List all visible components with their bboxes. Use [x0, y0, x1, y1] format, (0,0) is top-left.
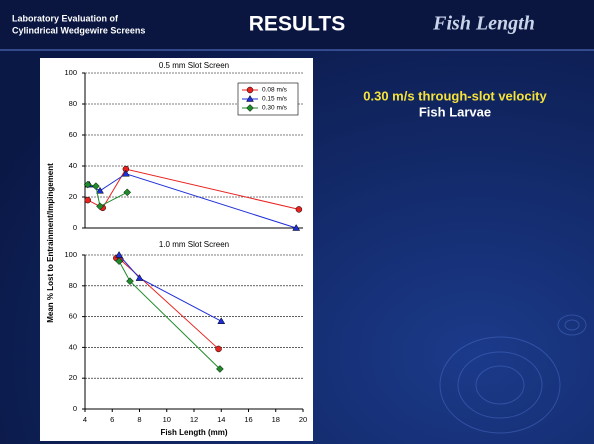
- ripples: [439, 314, 587, 434]
- y-axis-label: Mean % Lost to Entrainment/Impingement: [46, 163, 55, 323]
- x-tick-label: 6: [110, 415, 114, 424]
- plot-area: [85, 255, 303, 409]
- data-point: [83, 180, 92, 189]
- side-heading: 0.30 m/s through-slot velocity: [363, 88, 547, 103]
- y-tick-label: 60: [69, 312, 77, 321]
- y-tick-label: 20: [69, 373, 77, 382]
- data-point: [292, 224, 301, 231]
- data-point: [126, 277, 134, 286]
- legend-label: 0.08 m/s: [262, 87, 288, 94]
- series-line: [87, 168, 300, 210]
- header-left-line: Laboratory Evaluation of: [12, 13, 119, 23]
- data-point: [295, 206, 303, 213]
- x-tick-label: 8: [137, 415, 141, 424]
- y-tick-label: 80: [69, 99, 77, 108]
- y-tick-label: 20: [69, 192, 77, 201]
- x-tick-label: 20: [299, 415, 307, 424]
- y-tick-label: 40: [69, 161, 77, 170]
- legend-marker: [246, 104, 254, 112]
- y-tick-label: 0: [73, 404, 77, 413]
- header-subtitle: Fish Length: [432, 13, 535, 35]
- header-band: [0, 0, 594, 50]
- series-line: [87, 184, 128, 208]
- chart-title: 0.5 mm Slot Screen: [159, 61, 229, 70]
- data-point: [92, 182, 100, 191]
- header-title: RESULTS: [249, 13, 345, 36]
- y-tick-label: 100: [64, 68, 77, 77]
- x-tick-label: 18: [272, 415, 280, 424]
- data-point: [84, 196, 91, 204]
- side-subheading: Fish Larvae: [419, 104, 491, 119]
- y-tick-label: 0: [73, 223, 77, 232]
- data-point: [215, 345, 222, 353]
- x-tick-label: 4: [83, 415, 87, 424]
- data-point: [217, 317, 226, 324]
- y-tick-label: 100: [64, 250, 77, 259]
- legend-label: 0.15 m/s: [262, 96, 288, 103]
- y-tick-label: 60: [69, 130, 77, 139]
- x-tick-label: 10: [163, 415, 171, 424]
- y-tick-label: 80: [69, 281, 77, 290]
- data-point: [115, 257, 123, 266]
- data-point: [135, 274, 144, 281]
- data-point: [96, 186, 104, 194]
- data-point: [121, 169, 130, 177]
- legend-label: 0.30 m/s: [262, 105, 288, 112]
- y-tick-label: 40: [69, 342, 77, 351]
- legend-marker: [246, 95, 254, 102]
- chart-title: 1.0 mm Slot Screen: [159, 240, 229, 249]
- x-tick-label: 16: [244, 415, 252, 424]
- x-tick-label: 12: [190, 415, 198, 424]
- data-point: [123, 188, 132, 197]
- header-left-line: Cylindrical Wedgewire Screens: [12, 25, 145, 35]
- data-point: [216, 365, 224, 373]
- x-tick-label: 14: [217, 415, 225, 424]
- data-point: [96, 202, 104, 211]
- x-axis-label: Fish Length (mm): [160, 428, 227, 437]
- legend-marker: [246, 86, 254, 94]
